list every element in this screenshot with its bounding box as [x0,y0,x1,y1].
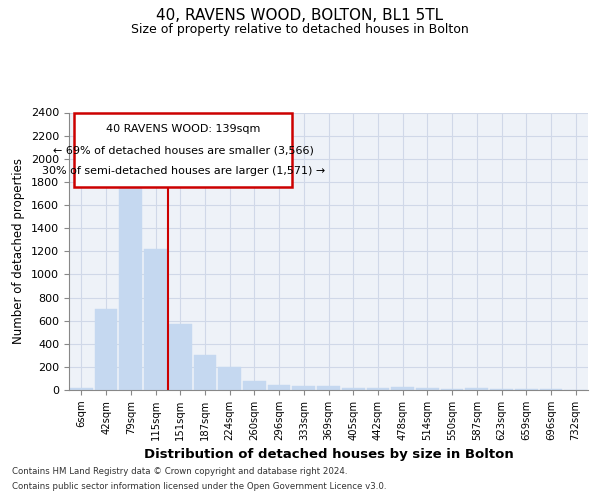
Text: 30% of semi-detached houses are larger (1,571) →: 30% of semi-detached houses are larger (… [41,166,325,176]
Bar [292,386,315,390]
X-axis label: Distribution of detached houses by size in Bolton: Distribution of detached houses by size … [143,448,514,462]
Text: 40, RAVENS WOOD, BOLTON, BL1 5TL: 40, RAVENS WOOD, BOLTON, BL1 5TL [157,8,443,22]
Text: ← 69% of detached houses are smaller (3,566): ← 69% of detached houses are smaller (3,… [53,145,314,155]
Y-axis label: Number of detached properties: Number of detached properties [13,158,25,344]
Text: 40 RAVENS WOOD: 139sqm: 40 RAVENS WOOD: 139sqm [106,124,260,134]
Text: Size of property relative to detached houses in Bolton: Size of property relative to detached ho… [131,22,469,36]
Bar [243,381,266,390]
Bar [317,386,340,390]
Bar [70,388,93,390]
Bar [194,354,216,390]
Bar [268,385,290,390]
Bar [144,249,167,390]
Text: Contains HM Land Registry data © Crown copyright and database right 2024.: Contains HM Land Registry data © Crown c… [12,467,347,476]
Bar [218,367,241,390]
FancyBboxPatch shape [74,112,292,188]
Bar [169,324,191,390]
Text: Contains public sector information licensed under the Open Government Licence v3: Contains public sector information licen… [12,482,386,491]
Bar [119,164,142,390]
Bar [391,387,414,390]
Bar [342,388,365,390]
Bar [367,388,389,390]
Bar [416,388,439,390]
Bar [95,309,118,390]
Bar [466,388,488,390]
